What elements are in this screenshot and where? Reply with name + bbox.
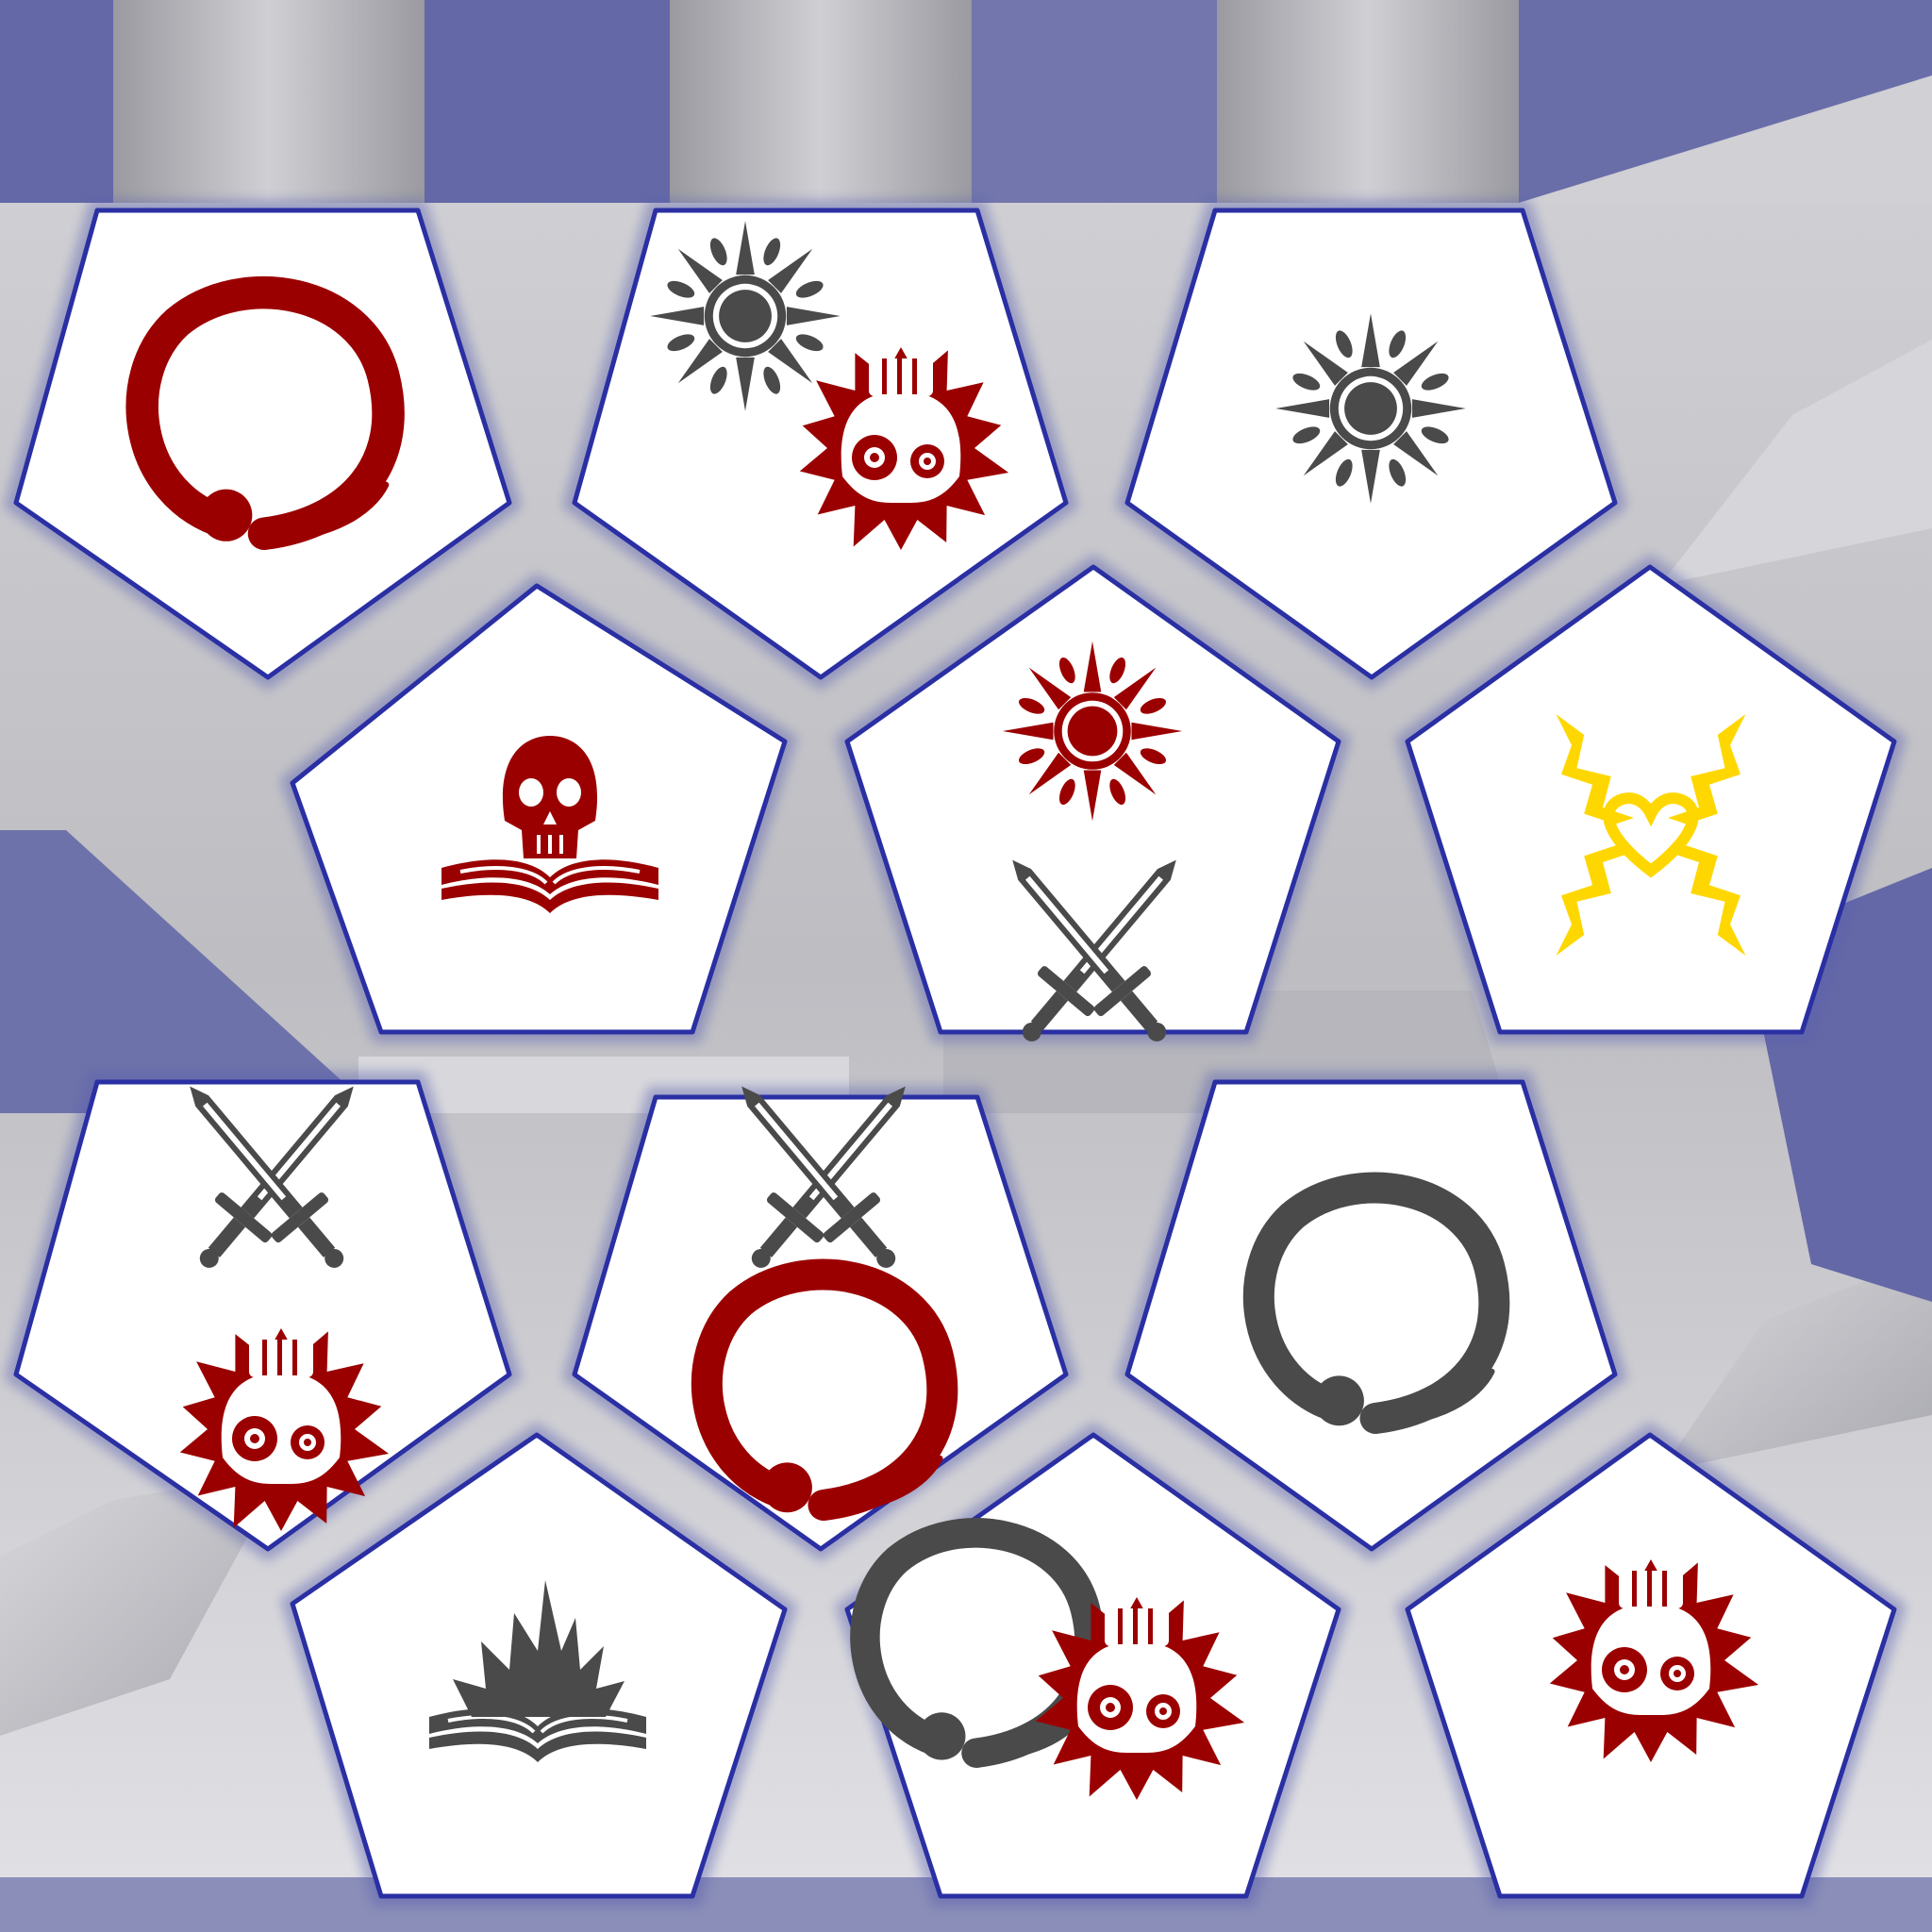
enso-circle-icon: [1242, 1172, 1510, 1435]
sun-icon: [1002, 641, 1183, 822]
tile-7[interactable]: [4, 1064, 522, 1562]
tile-1[interactable]: [4, 200, 522, 691]
sun-icon: [650, 221, 841, 411]
crossed-swords-icon: [741, 1086, 906, 1268]
crossed-swords-icon: [190, 1086, 354, 1268]
skull-book-icon: [441, 736, 658, 913]
splat-skull-icon: [1035, 1597, 1245, 1800]
tile-3[interactable]: [1115, 200, 1627, 691]
tile-5[interactable]: [835, 554, 1351, 1061]
tile-shape: [572, 208, 1069, 680]
flame-book-icon: [429, 1580, 646, 1762]
tile-shape: [1405, 564, 1897, 1035]
enso-circle-icon: [691, 1258, 958, 1522]
splat-skull-icon: [179, 1328, 390, 1531]
tile-shape: [13, 1079, 512, 1552]
enso-circle-icon: [125, 276, 405, 550]
lightning-heart-icon: [1556, 714, 1746, 956]
tile-shape: [1124, 1079, 1618, 1552]
tile-12[interactable]: [1395, 1422, 1907, 1907]
tile-shape: [13, 208, 512, 680]
crossed-swords-icon: [1012, 859, 1176, 1041]
tile-10[interactable]: [280, 1422, 797, 1907]
tile-9[interactable]: [1115, 1072, 1627, 1562]
tile-2[interactable]: [562, 200, 1078, 691]
sun-icon: [1275, 313, 1466, 504]
splat-skull-icon: [1549, 1559, 1759, 1762]
tile-11[interactable]: [835, 1422, 1351, 1907]
splat-skull-icon: [799, 347, 1009, 550]
tile-4[interactable]: [280, 573, 798, 1042]
tile-8[interactable]: [562, 1064, 1078, 1562]
tile-6[interactable]: [1395, 554, 1907, 1042]
